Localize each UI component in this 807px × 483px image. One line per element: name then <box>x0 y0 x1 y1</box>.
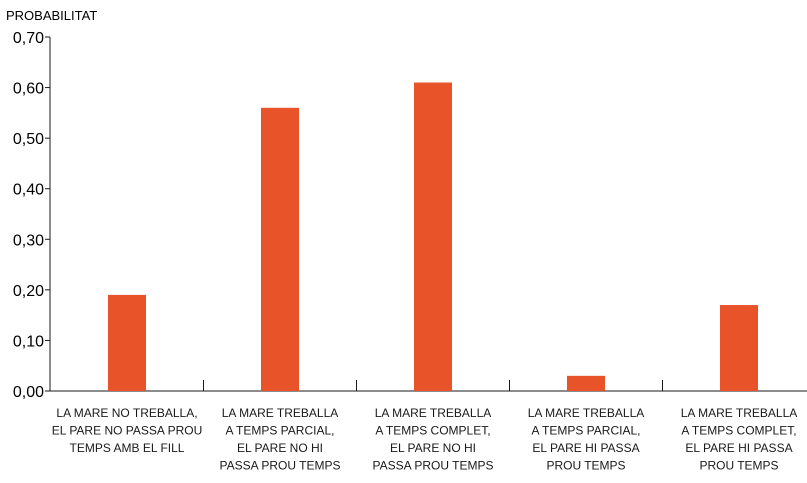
bars <box>108 82 758 392</box>
x-tick-label: LA MARE TREBALLA A TEMPS PARCIAL, EL PARE … <box>528 406 645 473</box>
y-tick-label: 0,50 <box>13 131 44 148</box>
x-tick-label: LA MARE TREBALLA A TEMPS COMPLET, EL PARE … <box>373 406 494 473</box>
bar <box>261 107 299 392</box>
y-axis-label: PROBABILITAT <box>6 8 97 23</box>
x-tick-label: LA MARE NO TREBALLA, EL PARE NO PASSA PRO… <box>52 406 203 455</box>
y-tick-label: 0,00 <box>13 384 44 401</box>
axes <box>45 36 807 392</box>
y-tick-label: 0,70 <box>13 30 44 47</box>
bar <box>414 82 452 391</box>
y-tick-labels: 0,00 0,10 0,20 0,30 0,40 0,50 0,60 0,70 <box>13 30 44 401</box>
bar <box>567 375 605 391</box>
y-tick-label: 0,10 <box>13 333 44 350</box>
y-tick-label: 0,30 <box>13 232 44 249</box>
y-tick-label: 0,40 <box>13 182 44 199</box>
y-tick-label: 0,20 <box>13 283 44 300</box>
y-tick-label: 0,60 <box>13 81 44 98</box>
x-tick-label: LA MARE TREBALLA A TEMPS PARCIAL, EL PARE … <box>220 406 341 473</box>
bar <box>108 294 146 391</box>
x-tick-labels: LA MARE NO TREBALLA, EL PARE NO PASSA PRO… <box>52 406 798 473</box>
bar <box>720 305 758 391</box>
x-tick-label: LA MARE TREBALLA A TEMPS COMPLET, EL PARE … <box>681 406 798 473</box>
